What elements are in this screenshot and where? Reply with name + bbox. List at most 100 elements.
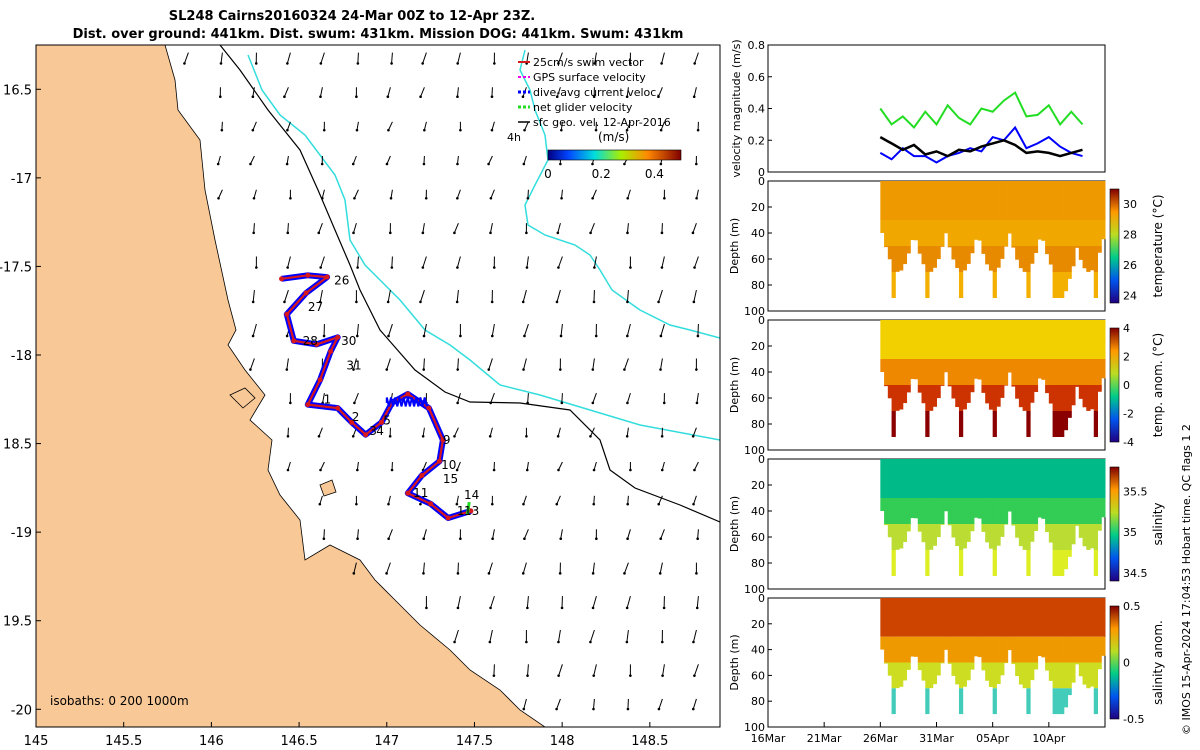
profile-cell — [932, 220, 937, 246]
velocity-arrow — [283, 87, 289, 97]
velocity-arrow — [659, 562, 663, 574]
profile-cell — [985, 459, 990, 498]
velocity-arrow-head — [351, 162, 355, 166]
velocity-arrow — [661, 256, 665, 268]
velocity-arrow — [694, 256, 699, 268]
profile-cell — [925, 411, 930, 437]
profile-cell — [940, 359, 945, 385]
velocity-arrow-head — [521, 572, 525, 575]
profile-cell — [958, 272, 964, 298]
profile-cell — [1067, 272, 1072, 279]
velocity-arrow — [423, 323, 427, 337]
velocity-arrow-head — [387, 334, 390, 338]
profile-cell — [902, 385, 908, 404]
profile-cell — [880, 459, 885, 498]
profile-cell — [906, 524, 911, 532]
profile-cell — [902, 220, 908, 246]
velocity-arrow-head — [286, 128, 289, 132]
depth-ytick-label: 100 — [744, 583, 765, 596]
profile-cell — [940, 598, 945, 637]
profile-cell — [1022, 359, 1027, 385]
legend-geo-velocity: sfc geo. vel. 12-Apr-2016 — [533, 116, 671, 129]
profile-cell — [1007, 320, 1012, 359]
colorbar-tick-label: 26 — [1123, 259, 1137, 272]
profile-cell — [910, 459, 915, 498]
profile-cell — [1018, 320, 1024, 359]
speed-colorbar-ticks: 0 0.2 0.4 — [544, 167, 664, 181]
profile-cell — [1086, 524, 1091, 550]
velocity-arrow-head — [589, 640, 592, 644]
velocity-arrow-head — [555, 502, 559, 506]
profile-cell — [1078, 662, 1084, 677]
profile-cell — [951, 359, 956, 385]
profile-cell — [917, 246, 923, 254]
profile-cell — [1097, 662, 1102, 670]
profile-cell — [1090, 359, 1095, 385]
profile-cell — [940, 246, 945, 247]
velocity-arrow-head — [660, 62, 663, 65]
velocity-arrow-head — [693, 266, 696, 269]
velocity-arrow — [592, 189, 597, 199]
profile-cell — [895, 181, 900, 220]
track-point — [363, 432, 369, 438]
profile-cell — [943, 359, 949, 373]
profile-cell — [906, 220, 911, 246]
profile-cell — [921, 598, 926, 637]
velocity-arrow-head — [523, 334, 526, 338]
velocity-arrow — [319, 495, 323, 505]
velocity-arrow-head — [317, 434, 321, 438]
profile-cell — [1093, 688, 1099, 715]
profile-cell — [914, 598, 919, 637]
velocity-arrow-head — [696, 128, 700, 132]
profile-cell — [1082, 598, 1087, 637]
velocity-arrow-head — [353, 196, 356, 200]
profile-cell — [985, 498, 990, 524]
velocity-arrow — [387, 495, 391, 505]
profile-cell — [1071, 385, 1076, 406]
profile-cell — [1067, 636, 1072, 663]
profile-cell — [899, 524, 904, 549]
velocity-arrow — [626, 223, 629, 233]
time-xtick-label: 10Apr — [1032, 732, 1066, 745]
velocity-arrow-head — [421, 62, 424, 65]
profile-cell — [1075, 498, 1080, 524]
profile-cell — [1075, 181, 1080, 220]
day-label: 4 — [376, 424, 384, 438]
velocity-arrow — [456, 155, 459, 165]
profile-cell — [899, 662, 904, 687]
profile-cell — [1097, 459, 1102, 498]
velocity-arrow — [692, 427, 697, 437]
profile-cell — [996, 524, 1001, 546]
profile-cell — [1093, 550, 1099, 576]
velocity-arrow-head — [659, 162, 663, 166]
profile-cell — [985, 662, 990, 681]
profile-cell — [1003, 359, 1009, 385]
profile-cell — [951, 220, 956, 246]
profile-cell — [962, 359, 967, 385]
profile-cell — [929, 246, 934, 272]
profile-cell — [1056, 636, 1061, 663]
velocity-arrow — [594, 52, 597, 64]
profile-cell — [1011, 385, 1016, 387]
profile-cell — [988, 385, 994, 410]
profile-cell — [1097, 598, 1102, 637]
colorbar-tick-label: 24 — [1123, 289, 1137, 302]
profile-cell — [1003, 662, 1009, 664]
isobath-200m — [219, 45, 720, 523]
velocity-arrow-head — [419, 300, 422, 304]
profile-cell — [1015, 385, 1020, 399]
profile-cell — [1093, 459, 1099, 498]
velocity-arrow-head — [559, 368, 562, 371]
velocity-arrow-head — [657, 300, 660, 304]
profile-cell — [962, 524, 967, 549]
profile-cell — [1033, 359, 1039, 385]
profile-cell — [1071, 359, 1076, 385]
profile-cell — [1026, 688, 1031, 715]
map-ytick-label: -20 — [11, 703, 32, 718]
velocity-arrow — [560, 529, 563, 539]
profile-cell — [1011, 359, 1016, 385]
profile-cell — [1056, 411, 1061, 437]
profile-cell — [1018, 246, 1024, 269]
velocity-arrow-head — [320, 162, 324, 166]
